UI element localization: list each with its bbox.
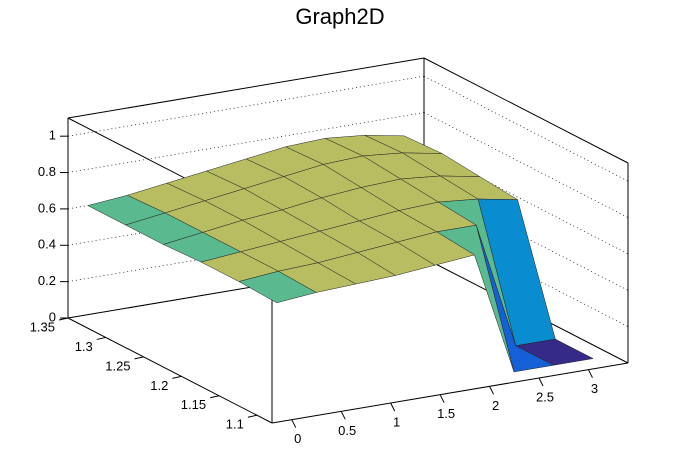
z-tick-label: 0.2	[38, 273, 56, 288]
y-tick	[96, 336, 106, 340]
x-tick-label: 0.5	[338, 423, 356, 438]
x-tick-label: 1	[393, 414, 400, 429]
z-tick-label: 0.4	[38, 237, 56, 252]
chart-title: Graph2D	[295, 4, 384, 29]
x-tick	[587, 369, 593, 378]
y-tick-label: 1.1	[226, 417, 244, 432]
grid-line	[67, 112, 425, 173]
y-tick-label: 1.25	[105, 358, 130, 373]
x-tick	[489, 386, 495, 395]
x-tick	[340, 411, 346, 420]
x-tick-label: 0	[294, 431, 301, 446]
z-tick-label: 0	[49, 309, 56, 324]
box-edge	[67, 317, 273, 424]
x-tick	[291, 419, 297, 428]
y-tick	[172, 375, 182, 379]
y-tick-label: 1.2	[150, 378, 168, 393]
x-tick	[538, 377, 544, 387]
z-tick-label: 0.6	[38, 200, 56, 215]
x-tick	[439, 394, 445, 403]
y-tick-label: 1.35	[30, 319, 55, 334]
box-edge	[271, 362, 629, 424]
y-tick-label: 1.15	[181, 397, 206, 412]
y-tick	[247, 414, 257, 418]
y-tick	[210, 395, 220, 399]
y-tick-label: 1.3	[75, 339, 93, 354]
box-edge	[67, 57, 425, 119]
x-tick-label: 2	[492, 398, 499, 413]
x-tick	[390, 402, 396, 412]
z-tick-label: 0.8	[38, 164, 56, 179]
x-tick-label: 3	[591, 381, 598, 396]
grid-line	[67, 75, 425, 137]
box-edge	[423, 57, 629, 164]
z-tick-label: 1	[49, 128, 56, 143]
surface-facet	[238, 270, 317, 304]
x-tick-label: 1.5	[437, 406, 455, 421]
x-tick-label: 2.5	[536, 389, 554, 404]
y-tick	[134, 356, 144, 360]
y-tick	[58, 317, 69, 321]
